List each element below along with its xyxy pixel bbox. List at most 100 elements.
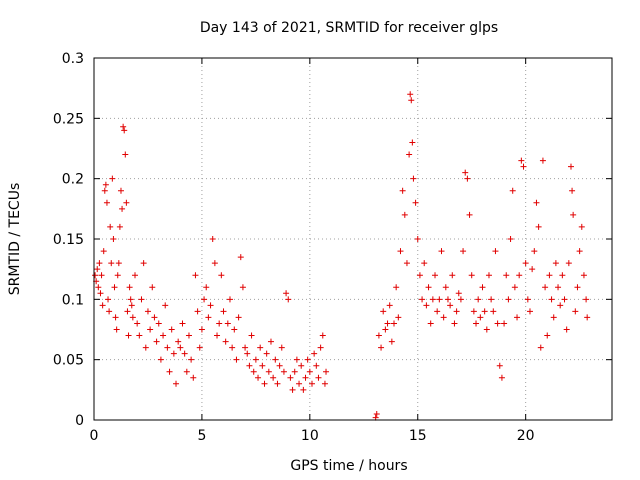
data-point <box>470 308 477 315</box>
y-tick-label: 0.25 <box>53 111 84 127</box>
data-point <box>468 272 475 279</box>
data-point <box>565 260 572 267</box>
data-point <box>144 308 151 315</box>
data-point <box>170 350 177 357</box>
data-point <box>429 296 436 303</box>
y-tick-label: 0.05 <box>53 353 84 369</box>
data-point <box>252 356 259 363</box>
data-point <box>584 314 591 321</box>
data-point <box>111 284 118 291</box>
data-point <box>117 187 124 194</box>
data-point <box>285 296 292 303</box>
data-point <box>546 272 553 279</box>
x-axis-label: GPS time / hours <box>290 458 407 474</box>
data-point <box>211 260 218 267</box>
data-point <box>105 296 112 303</box>
data-point <box>94 266 101 273</box>
data-point <box>580 272 587 279</box>
data-point <box>572 308 579 315</box>
data-point <box>410 175 417 182</box>
data-point <box>270 374 277 381</box>
data-point <box>300 386 307 393</box>
data-point <box>544 332 551 339</box>
data-point <box>457 296 464 303</box>
y-tick-label: 0.2 <box>62 172 84 188</box>
data-point <box>574 284 581 291</box>
x-tick-label: 20 <box>517 428 535 444</box>
data-point <box>239 284 246 291</box>
data-point <box>128 302 135 309</box>
data-point <box>92 272 99 279</box>
data-point <box>529 266 536 273</box>
data-point <box>453 308 460 315</box>
data-point <box>283 290 290 297</box>
data-point <box>97 290 104 297</box>
data-point <box>113 326 120 333</box>
data-point <box>481 308 488 315</box>
data-point <box>563 326 570 333</box>
data-point <box>509 187 516 194</box>
data-point <box>132 272 139 279</box>
data-point <box>124 308 131 315</box>
data-point <box>561 296 568 303</box>
data-point <box>136 332 143 339</box>
data-point <box>153 338 160 345</box>
data-point <box>460 248 467 255</box>
data-point <box>407 91 414 98</box>
data-point <box>317 344 324 351</box>
data-point <box>569 187 576 194</box>
data-point <box>220 308 227 315</box>
data-point <box>224 320 231 327</box>
data-point <box>380 308 387 315</box>
data-point <box>226 296 233 303</box>
chart-title: Day 143 of 2021, SRMTID for receiver glp… <box>200 20 498 36</box>
data-point <box>386 302 393 309</box>
data-point <box>235 314 242 321</box>
data-point <box>134 320 141 327</box>
data-point <box>263 350 270 357</box>
data-point <box>205 314 212 321</box>
data-point <box>378 344 385 351</box>
data-point <box>102 181 109 188</box>
data-point <box>160 332 167 339</box>
data-point <box>126 284 133 291</box>
data-point <box>276 362 283 369</box>
data-point <box>103 199 110 206</box>
data-point <box>306 368 313 375</box>
data-point <box>516 272 523 279</box>
data-point <box>531 248 538 255</box>
data-point <box>473 320 480 327</box>
data-point <box>214 332 221 339</box>
data-point <box>289 386 296 393</box>
data-point <box>520 163 527 170</box>
data-point <box>272 356 279 363</box>
y-tick-label: 0 <box>75 413 84 429</box>
data-point <box>296 380 303 387</box>
data-point <box>120 123 127 130</box>
data-point <box>203 284 210 291</box>
data-point <box>179 320 186 327</box>
data-point <box>321 380 328 387</box>
data-point <box>291 368 298 375</box>
data-point <box>127 296 134 303</box>
data-point <box>408 97 415 104</box>
data-point <box>255 374 262 381</box>
data-point <box>449 272 456 279</box>
y-tick-label: 0.1 <box>62 292 84 308</box>
data-point <box>442 284 449 291</box>
data-point <box>427 320 434 327</box>
data-point <box>248 332 255 339</box>
data-point <box>207 302 214 309</box>
data-point <box>231 326 238 333</box>
data-point <box>488 296 495 303</box>
data-point <box>542 284 549 291</box>
data-point <box>308 380 315 387</box>
data-point <box>466 211 473 218</box>
data-points <box>92 91 591 421</box>
data-point <box>259 362 266 369</box>
data-point <box>140 260 147 267</box>
data-point <box>194 308 201 315</box>
data-point <box>496 362 503 369</box>
x-axis-ticks: 0 5 10 15 20 <box>90 58 535 444</box>
data-point <box>498 374 505 381</box>
